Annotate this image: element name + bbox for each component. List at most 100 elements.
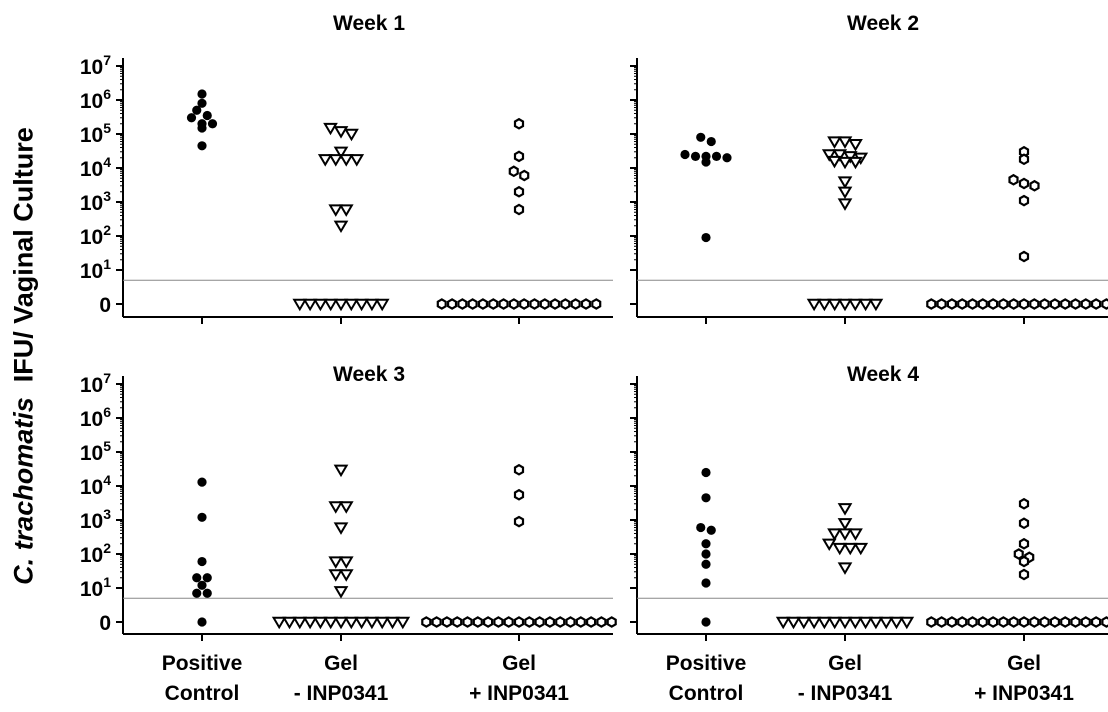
- data-point: [513, 203, 525, 216]
- x-category-label: Gel: [1007, 652, 1041, 675]
- data-point: [197, 141, 207, 151]
- data-point: [837, 518, 853, 531]
- data-point-below-limit: [847, 298, 863, 312]
- data-point: [333, 586, 349, 599]
- data-point: [701, 549, 711, 559]
- data-point: [701, 493, 711, 503]
- data-point-below-limit: [1090, 298, 1102, 310]
- data-point-below-limit: [806, 298, 822, 312]
- data-point: [837, 198, 853, 211]
- data-point: [701, 467, 711, 478]
- data-point: [690, 151, 701, 161]
- data-point-below-limit: [343, 298, 359, 312]
- data-point-below-limit: [926, 616, 937, 628]
- panel-title: Week 4: [847, 363, 919, 386]
- data-point: [207, 119, 218, 129]
- data-point: [197, 477, 207, 487]
- data-point: [192, 105, 202, 115]
- data-point: [706, 136, 716, 147]
- y-tick-label: 0: [99, 294, 111, 317]
- x-category-label: Positive: [666, 652, 747, 675]
- data-point-below-limit: [837, 616, 853, 630]
- data-point: [696, 522, 706, 533]
- data-point: [1029, 179, 1040, 192]
- data-point-below-limit: [292, 616, 308, 630]
- data-point: [513, 185, 525, 198]
- data-point: [701, 157, 711, 167]
- data-point-below-limit: [1049, 616, 1061, 628]
- data-point-below-limit: [1008, 298, 1019, 310]
- data-point-below-limit: [1080, 298, 1091, 310]
- data-point: [513, 117, 525, 130]
- panel-2: Week 2: [630, 12, 1108, 324]
- data-point-below-limit: [847, 616, 863, 630]
- data-point-below-limit: [1029, 298, 1040, 310]
- data-point-below-limit: [395, 616, 411, 630]
- data-point-below-limit: [1039, 616, 1050, 628]
- data-point-below-limit: [786, 616, 801, 630]
- data-point: [513, 150, 525, 163]
- data-point: [832, 149, 848, 162]
- data-point: [317, 154, 333, 167]
- y-tick-label: 106: [80, 86, 111, 113]
- x-category-label: - INP0341: [798, 682, 893, 705]
- data-point-below-limit: [1090, 616, 1102, 628]
- data-point: [197, 556, 207, 567]
- data-point-below-limit: [967, 616, 978, 628]
- data-point: [848, 528, 863, 541]
- data-point: [323, 122, 338, 136]
- data-point: [338, 204, 354, 217]
- data-point-below-limit: [858, 298, 873, 312]
- data-point-below-limit: [565, 616, 576, 628]
- data-point-below-limit: [998, 298, 1009, 310]
- data-point-below-limit: [302, 298, 318, 312]
- data-point-below-limit: [1101, 298, 1108, 310]
- x-category-label: Gel: [828, 652, 862, 675]
- data-point-below-limit: [957, 616, 968, 628]
- data-point: [827, 155, 842, 169]
- panel-title: Week 2: [847, 12, 919, 35]
- data-point-below-limit: [447, 298, 458, 310]
- y-tick-label: 104: [80, 472, 111, 499]
- data-point: [328, 501, 344, 514]
- data-point-below-limit: [1039, 298, 1050, 310]
- data-point-below-limit: [585, 616, 597, 628]
- data-point: [338, 556, 354, 569]
- data-point: [837, 562, 853, 575]
- data-point-below-limit: [560, 298, 571, 310]
- data-point-below-limit: [868, 298, 884, 312]
- data-point-below-limit: [596, 616, 607, 628]
- y-tick-label: 107: [80, 52, 111, 79]
- data-point-below-limit: [806, 616, 822, 630]
- y-tick-label: 101: [80, 256, 111, 283]
- data-point: [328, 154, 344, 167]
- data-point: [842, 542, 858, 556]
- y-tick-label: 0: [99, 612, 111, 635]
- data-point: [197, 89, 207, 99]
- data-point-below-limit: [313, 298, 328, 312]
- data-point: [821, 149, 837, 162]
- data-point: [832, 542, 848, 556]
- panel-title: Week 3: [333, 363, 405, 386]
- x-category-label: Positive: [162, 652, 243, 675]
- data-point: [186, 113, 197, 123]
- data-point: [338, 154, 354, 167]
- data-point: [349, 154, 365, 167]
- data-point-below-limit: [1008, 616, 1019, 628]
- data-point: [837, 156, 853, 170]
- data-point-below-limit: [1060, 298, 1071, 310]
- data-point: [1018, 517, 1030, 530]
- data-point: [1013, 548, 1024, 560]
- data-point: [848, 139, 863, 152]
- data-point-below-limit: [323, 298, 339, 312]
- data-point-below-limit: [858, 616, 873, 630]
- data-point: [513, 463, 525, 476]
- y-tick-label: 105: [80, 120, 111, 147]
- y-tick-label: 107: [80, 370, 111, 397]
- data-point: [1018, 194, 1030, 207]
- data-point-below-limit: [827, 298, 843, 312]
- data-point-below-limit: [1070, 616, 1081, 628]
- data-point: [837, 186, 853, 200]
- data-point-below-limit: [467, 298, 478, 310]
